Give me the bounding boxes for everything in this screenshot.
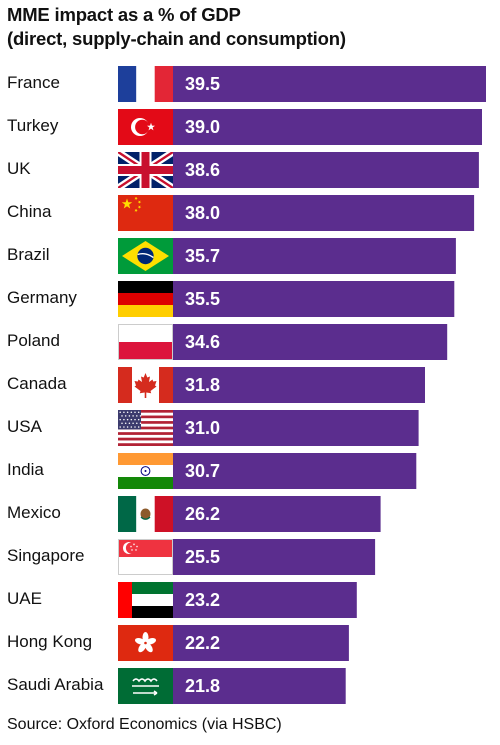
category-label: China [7,202,52,221]
value-label: 39.5 [185,74,220,94]
france-flag-icon [118,66,173,102]
category-label: Saudi Arabia [7,675,104,694]
bar-row: UK 38.6 [7,152,479,188]
chart-title-line-2: (direct, supply-chain and consumption) [7,28,346,49]
source-note: Source: Oxford Economics (via HSBC) [7,716,282,733]
uk-flag-icon [118,152,173,188]
value-label: 31.8 [185,375,220,395]
category-label: Turkey [7,116,59,135]
category-label: UAE [7,589,42,608]
value-label: 31.0 [185,418,220,438]
chart-title-line-1: MME impact as a % of GDP [7,4,241,25]
value-label: 34.6 [185,332,220,352]
bar [173,66,486,102]
uae-flag-icon [118,582,173,618]
turkey-flag-icon [118,109,173,145]
bar [173,625,349,661]
bar-row: India 30.7 [7,453,417,489]
value-label: 23.2 [185,590,220,610]
category-label: Germany [7,288,77,307]
bar [173,668,346,704]
bar-row: USA 31.0 [7,410,419,446]
bar [173,324,448,360]
bar-row: Germany 35.5 [7,281,455,317]
bar [173,367,425,403]
bar [173,453,417,489]
category-label: Hong Kong [7,632,92,651]
bar [173,582,357,618]
value-label: 22.2 [185,633,220,653]
hong-kong-flag-icon [118,625,173,661]
category-label: India [7,460,44,479]
bar [173,109,482,145]
bar-row: Saudi Arabia 21.8 [7,668,346,704]
category-label: Singapore [7,546,85,565]
bar-row: Singapore 25.5 [7,539,376,575]
bar-row: China 38.0 [7,195,475,231]
category-label: Mexico [7,503,61,522]
category-label: France [7,73,60,92]
category-label: Brazil [7,245,50,264]
bar-row: Hong Kong 22.2 [7,625,349,661]
value-label: 35.5 [185,289,220,309]
bar-row: Poland 34.6 [7,324,448,360]
category-label: UK [7,159,31,178]
category-label: USA [7,417,43,436]
value-label: 38.6 [185,160,220,180]
chart-title: MME impact as a % of GDP (direct, supply… [7,3,346,51]
category-label: Poland [7,331,60,350]
bar-row: Mexico 26.2 [7,496,381,532]
value-label: 26.2 [185,504,220,524]
bar [173,539,376,575]
bar [173,152,479,188]
value-label: 39.0 [185,117,220,137]
category-label: Canada [7,374,67,393]
poland-flag-icon [118,324,173,360]
usa-flag-icon [118,410,173,446]
china-flag-icon [118,195,173,231]
bar [173,410,419,446]
bar [173,281,455,317]
value-label: 30.7 [185,461,220,481]
india-flag-icon [118,453,173,489]
brazil-flag-icon [118,238,173,274]
mexico-flag-icon [118,496,173,532]
bar [173,496,381,532]
bar-row: Brazil 35.7 [7,238,456,274]
bar-row: Canada 31.8 [7,367,425,403]
bar [173,195,475,231]
value-label: 38.0 [185,203,220,223]
singapore-flag-icon [118,539,173,575]
bar [173,238,456,274]
value-label: 25.5 [185,547,220,567]
bar-row: UAE 23.2 [7,582,357,618]
bar-row: Turkey 39.0 [7,109,482,145]
value-label: 35.7 [185,246,220,266]
canada-flag-icon [118,367,173,403]
germany-flag-icon [118,281,173,317]
bar-row: France 39.5 [7,66,486,102]
saudi-arabia-flag-icon [118,668,173,704]
value-label: 21.8 [185,676,220,696]
